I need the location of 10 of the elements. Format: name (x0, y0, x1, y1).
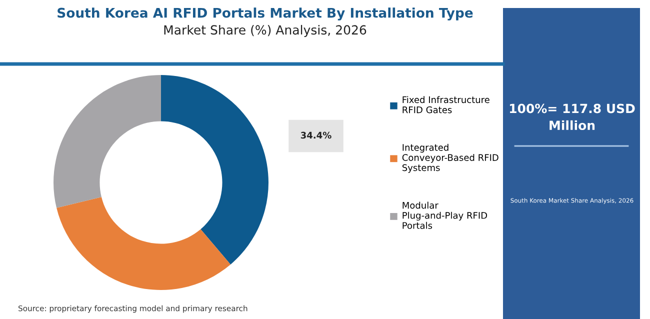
chart-subtitle: Market Share (%) Analysis, 2026 (164, 24, 366, 38)
legend-label: Integrated Conveyor-Based RFID Systems (402, 144, 498, 173)
text: 34.4% (300, 132, 332, 139)
legend-label: Modular Plug-and-Play RFID Portals (402, 202, 488, 229)
text: 100%= 117.8 USD Million (510, 104, 635, 130)
donut-slice (56, 196, 231, 290)
legend-label: Fixed Infrastructure RFID Gates (402, 96, 490, 114)
chart-title: South Korea AI RFID Portals Market By Installation Type (58, 8, 473, 20)
donut-slice (54, 75, 161, 208)
donut-slice (161, 75, 268, 264)
